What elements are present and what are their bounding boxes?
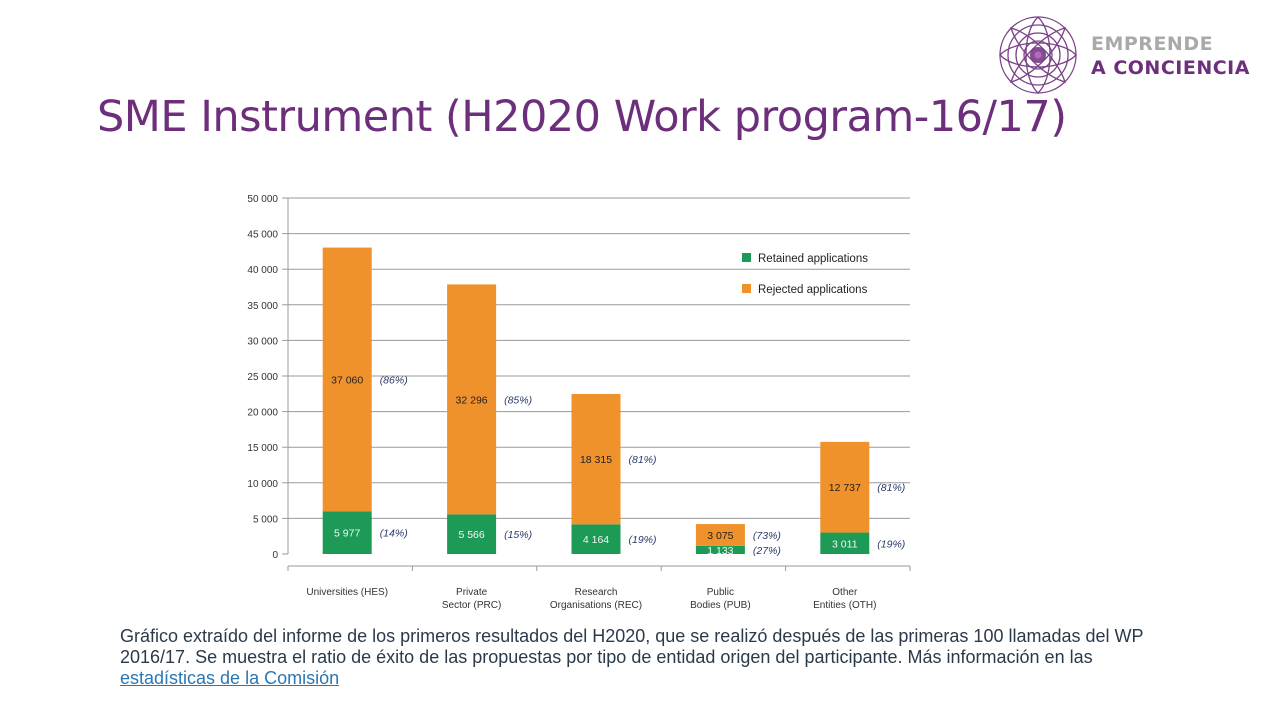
y-tick-label-0: 0	[272, 550, 278, 561]
data-label-rejected-3: 3 075	[707, 530, 733, 542]
bar-rejected-0	[322, 247, 372, 512]
y-tick-label-1: 5 000	[253, 514, 278, 525]
data-label-retained-2: 4 164	[583, 534, 609, 546]
logo-line-1: EMPRENDE	[1091, 33, 1214, 55]
data-label-rejected-0: 37 060	[331, 375, 363, 387]
percent-label-retained-2: (19%)	[629, 534, 657, 546]
legend-label-retained: Retained applications	[758, 253, 868, 265]
emprende-a-conciencia-logo: EMPRENDE A CONCIENCIA	[996, 12, 1268, 98]
flower-logo-icon	[999, 16, 1077, 94]
y-tick-label-5: 25 000	[247, 372, 278, 383]
y-tick-label-4: 20 000	[247, 408, 278, 419]
x-category-label-3-0: Public	[707, 587, 734, 598]
percent-label-retained-0: (14%)	[380, 528, 408, 540]
x-category-label-4-1: Entities (OTH)	[813, 600, 876, 611]
data-label-retained-0: 5 977	[334, 528, 360, 540]
x-category-label-1-1: Sector (PRC)	[442, 600, 501, 611]
x-category-label-3-1: Bodies (PUB)	[690, 600, 751, 611]
x-category-label-2-1: Organisations (REC)	[550, 600, 642, 611]
commission-statistics-link[interactable]: estadísticas de la Comisión	[120, 668, 340, 688]
data-label-rejected-2: 18 315	[580, 454, 612, 466]
y-tick-label-7: 35 000	[247, 301, 278, 312]
data-label-retained-4: 3 011	[832, 538, 858, 550]
percent-label-rejected-0: (86%)	[380, 375, 408, 387]
x-category-label-2-0: Research	[575, 587, 618, 598]
x-category-label-0-0: Universities (HES)	[306, 587, 388, 598]
data-label-retained-3: 1 133	[707, 545, 733, 557]
y-tick-label-6: 30 000	[247, 336, 278, 347]
legend-swatch-retained	[742, 253, 751, 262]
percent-label-rejected-4: (81%)	[877, 482, 905, 494]
logo-line-2-prefix: A	[1091, 57, 1114, 79]
legend-swatch-rejected	[742, 284, 751, 293]
percent-label-retained-3: (27%)	[753, 545, 781, 557]
x-category-label-1-0: Private	[456, 587, 488, 598]
y-tick-label-8: 40 000	[247, 265, 278, 276]
bar-rejected-1	[447, 284, 497, 515]
logo-line-2: A CONCIENCIA	[1091, 56, 1250, 80]
bar-retained-3	[695, 545, 745, 554]
percent-label-retained-1: (15%)	[504, 529, 532, 541]
percent-label-rejected-3: (73%)	[753, 530, 781, 542]
bar-retained-4	[820, 532, 870, 554]
legend-label-rejected: Rejected applications	[758, 284, 868, 296]
bar-rejected-2	[571, 393, 621, 525]
stacked-bar-chart: 0 5 000 10 000 15 000 20 000 25 000 30 000 35 0…	[247, 194, 911, 611]
y-tick-label-10: 50 000	[247, 194, 278, 205]
percent-label-retained-4: (19%)	[877, 538, 905, 550]
bar-retained-1	[447, 514, 497, 554]
x-category-label-4-0: Other	[832, 587, 858, 598]
bar-rejected-3	[695, 524, 745, 546]
slide-title: SME Instrument (H2020 Work program-16/17…	[97, 92, 1067, 142]
data-label-rejected-4: 12 737	[829, 482, 861, 494]
slide-caption: Gráfico extraído del informe de los prim…	[120, 626, 1150, 689]
y-tick-label-2: 10 000	[247, 479, 278, 490]
data-label-retained-1: 5 566	[458, 529, 484, 541]
y-tick-label-3: 15 000	[247, 443, 278, 454]
data-label-rejected-1: 32 296	[456, 394, 488, 406]
logo-line-2-accent: CONCIENCIA	[1113, 57, 1250, 79]
percent-label-rejected-1: (85%)	[504, 394, 532, 406]
percent-label-rejected-2: (81%)	[629, 454, 657, 466]
caption-text: Gráfico extraído del informe de los prim…	[120, 626, 1144, 667]
y-tick-label-9: 45 000	[247, 230, 278, 241]
bar-retained-2	[571, 524, 621, 554]
bar-retained-0	[322, 511, 372, 554]
bar-rejected-4	[820, 441, 870, 533]
